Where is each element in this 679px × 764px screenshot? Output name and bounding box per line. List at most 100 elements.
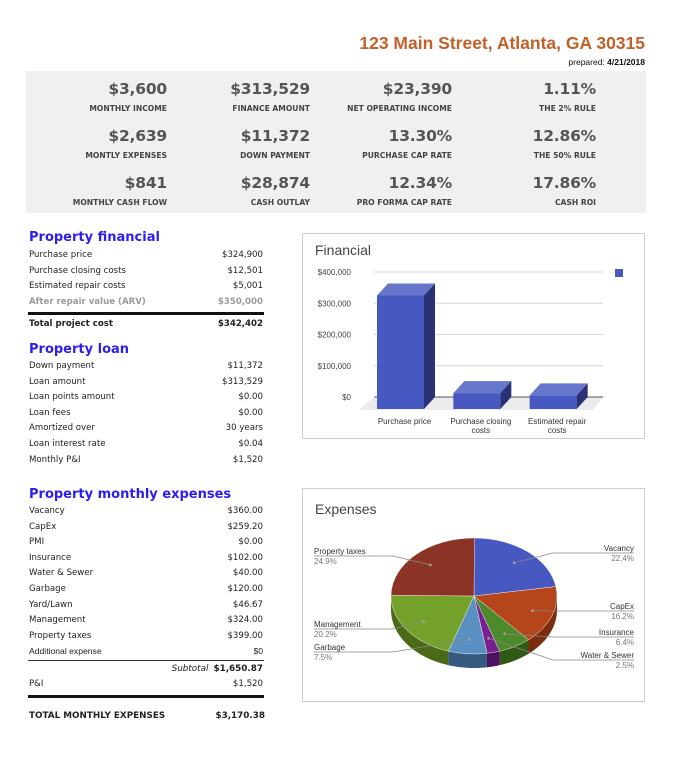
pie-label: Garbage [314,643,346,652]
row-value: $0 [253,646,263,657]
row-value: $1,520 [232,678,263,689]
summary-metric: $23,390 NET OPERATING INCOME [312,80,452,113]
row-value: $40.00 [232,568,263,579]
row-value: $46.67 [232,599,263,610]
row-label: Water & Sewer [29,568,94,579]
row-value: $12,501 [227,265,263,276]
bar [453,381,512,409]
metric-label: DOWN PAYMENT [240,151,310,160]
loan-row: Loan points amount $0.00 [29,390,263,406]
property-financial-table: Purchase price $324,900 Purchase closing … [28,248,264,333]
divider [28,312,264,316]
expense-row: Property taxes $399.00 [29,629,263,645]
row-label: Monthly P&I [29,454,81,465]
leader-dot [429,563,432,567]
x-tick-label: costs [471,426,490,435]
property-loan-table: Down payment $11,372 Loan amount $313,529 … [29,359,263,468]
row-label: Amortized over [29,423,95,434]
row-value: $0.00 [238,407,263,418]
financial-chart-title: Financial [315,242,372,258]
row-label: Yard/Lawn [29,599,73,610]
metric-value: 13.30% [388,127,453,145]
metric-label: PURCHASE CAP RATE [362,151,452,160]
prepared-date: 4/21/2018 [607,57,645,67]
x-tick-label: Estimated repair [528,417,587,426]
pie-label: Property taxes [314,547,366,556]
pie-label: CapEx [610,602,634,611]
summary-metric: 13.30% PURCHASE CAP RATE [312,127,452,160]
metric-label: THE 50% RULE [533,151,596,160]
summary-metric: $11,372 DOWN PAYMENT [170,127,310,160]
x-tick-label: Purchase closing [450,417,511,426]
row-label: CapEx [29,521,57,532]
expense-row: Management $324.00 [29,613,263,629]
row-label: Management [29,615,86,626]
financial-chart: Financial $0 $100,000 $200,000 $300,000 $400… [302,233,645,439]
divider [28,694,264,698]
metric-value: 12.34% [388,174,453,192]
bar [377,283,435,409]
metric-label: NET OPERATING INCOME [347,104,452,113]
row-label: Loan interest rate [29,438,106,449]
metric-value: $28,874 [240,174,310,192]
leader-line [314,620,424,630]
row-label: After repair value (ARV) [29,296,146,307]
row-label: Loan points amount [29,392,115,403]
monthly-expenses-table: Vacancy $360.00 CapEx $259.20 PMI $0.00 Ins… [28,504,264,700]
leader-line [488,637,634,661]
divider [28,659,264,661]
pie-slice [473,537,557,597]
metric-value: $2,639 [108,127,167,145]
row-label: Vacancy [29,506,65,516]
total-value: $3,170.38 [215,711,265,721]
expense-row: CapEx $259.20 [29,520,263,536]
row-value: $0.04 [238,438,263,449]
expenses-chart-title: Expenses [315,501,377,517]
expenses-chart: Expenses Vacancy 22.4% CapEx 16.2% Insurance… [302,488,645,702]
financial-row: Purchase price $324,900 [29,248,263,264]
bar [529,383,588,409]
y-tick-label: $400,000 [318,268,352,277]
total-label: TOTAL MONTHLY EXPENSES [29,711,166,721]
row-value: $342,402 [217,319,263,330]
metric-label: FINANCE AMOUNT [232,104,310,113]
row-value: $350,000 [217,296,263,307]
leader-line [314,555,431,566]
expense-row: Insurance $102.00 [29,551,263,567]
row-value: $399.00 [227,630,263,641]
property-address: 123 Main Street, Atlanta, GA 30315 [359,33,645,53]
row-label: Purchase closing costs [29,265,126,276]
row-value: $1,520 [232,454,263,465]
row-label: Down payment [29,361,95,371]
pie-slice [390,595,475,652]
metric-value: $841 [124,174,168,192]
prepared-label: prepared: [568,57,605,67]
loan-row: Loan interest rate $0.04 [29,437,263,453]
leader-dot [422,620,425,623]
expense-row: Garbage $120.00 [29,582,263,598]
property-financial-title: Property financial [29,230,160,245]
metric-value: 1.11% [543,80,596,98]
expense-row: Additional expense $0 [29,644,263,660]
pie-label: Management [314,620,361,629]
row-value: $0.00 [238,537,263,548]
row-label: Loan fees [29,407,71,418]
pi-row: P&I $1,520 [29,677,263,693]
summary-panel: $3,600 MONTHLY INCOME $313,529 FINANCE AMOU… [26,71,646,213]
pie-percent: 7.5% [314,653,332,662]
expense-row: Vacancy $360.00 [29,504,263,520]
metric-label: MONTHLY CASH FLOW [72,198,167,207]
row-value: $324.00 [227,615,263,626]
row-value: $360.00 [227,506,263,516]
pie-slice-side [448,651,487,668]
row-label: P&I [29,678,44,689]
leader-line [314,638,470,653]
y-tick-label: $300,000 [318,299,352,308]
row-label: Insurance [29,552,72,563]
row-value: $5,001 [232,281,263,292]
pie-label: Water & Sewer [581,651,635,660]
pie-slice-side [499,639,529,666]
row-label: Additional expense [29,646,102,657]
row-label: Estimated repair costs [29,281,126,292]
